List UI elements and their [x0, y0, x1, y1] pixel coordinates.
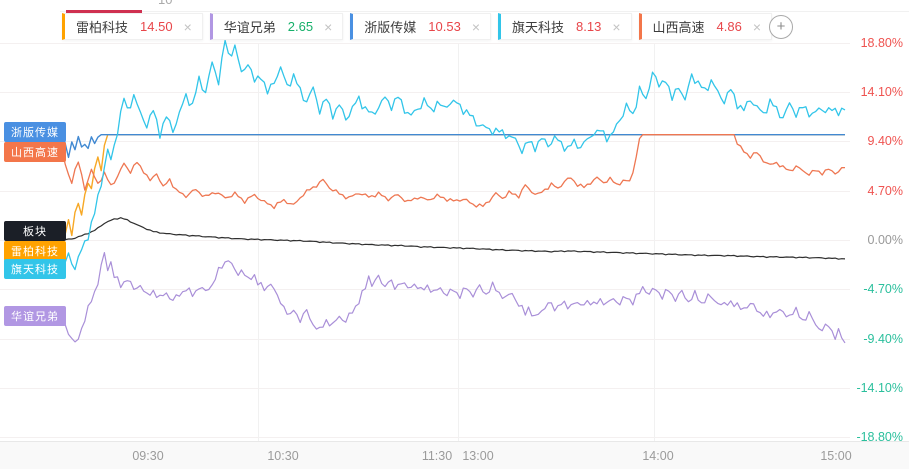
horizontal-gridline — [0, 42, 850, 44]
y-axis-label: -14.10% — [856, 380, 903, 395]
time-axis-label: 11:30 — [421, 449, 453, 463]
stock-tab-value: 14.50 — [140, 19, 173, 34]
stock-tab[interactable]: 华谊兄弟 2.65 × — [209, 13, 344, 40]
time-axis-label: 14:00 — [642, 449, 674, 463]
y-axis-label: 4.70% — [867, 183, 903, 198]
active-tab-indicator — [66, 10, 142, 13]
y-axis-label: -9.40% — [863, 331, 903, 346]
close-icon[interactable]: × — [183, 18, 192, 35]
series-line-板块 — [61, 217, 846, 260]
y-axis-label: 0.00% — [867, 233, 903, 247]
series-line-山西高速 — [61, 134, 846, 210]
series-name-badge: 华谊兄弟 — [4, 306, 66, 326]
series-line-华谊兄弟 — [61, 252, 846, 344]
cropped-text-fragment: 10 — [158, 0, 192, 7]
y-axis-label: 14.10% — [860, 85, 903, 100]
time-axis-label: 09:30 — [132, 449, 164, 463]
horizontal-gridline — [0, 92, 850, 94]
stock-tab-value: 2.65 — [287, 19, 314, 34]
horizontal-gridline — [0, 141, 850, 143]
horizontal-gridline — [0, 289, 850, 291]
stock-tab-name: 华谊兄弟 — [223, 20, 276, 35]
time-axis-label: 13:00 — [462, 449, 494, 463]
stock-tab-value: 10.53 — [428, 19, 461, 34]
stock-tab[interactable]: 浙版传媒 10.53 × — [350, 13, 492, 40]
close-icon[interactable]: × — [324, 18, 333, 35]
stock-tab[interactable]: 雷柏科技 14.50 × — [62, 13, 203, 40]
stock-tab-value: 4.86 — [716, 19, 742, 34]
horizontal-gridline — [0, 240, 850, 241]
time-axis-label: 10:30 — [267, 449, 299, 463]
tabbar-divider — [60, 11, 909, 12]
series-name-badge: 旗天科技 — [4, 259, 66, 279]
horizontal-gridline — [0, 387, 850, 389]
close-icon[interactable]: × — [612, 18, 621, 35]
series-line-旗天科技 — [61, 39, 846, 271]
vertical-gridline — [258, 44, 259, 441]
series-name-badge: 雷柏科技 — [4, 241, 66, 261]
y-axis-label: 9.40% — [867, 134, 903, 149]
y-axis-label: -4.70% — [863, 282, 903, 297]
stock-tab-name: 旗天科技 — [512, 20, 565, 35]
stock-tab[interactable]: 山西高速 4.86 × — [638, 13, 773, 40]
y-axis-label: -18.80% — [856, 430, 903, 445]
close-icon[interactable]: × — [752, 18, 762, 35]
horizontal-gridline — [0, 190, 850, 192]
horizontal-gridline — [0, 437, 850, 439]
time-axis-label: 15:00 — [820, 449, 852, 463]
series-name-badge: 山西高速 — [4, 142, 66, 162]
horizontal-gridline — [0, 338, 850, 340]
stock-tab-name: 浙版传媒 — [364, 20, 417, 35]
vertical-gridline — [654, 44, 655, 441]
stock-tab-name: 雷柏科技 — [76, 20, 129, 35]
series-line-浙版传媒 — [61, 129, 845, 159]
add-stock-button[interactable]: + — [769, 15, 793, 39]
stock-tab-name: 山西高速 — [652, 20, 705, 35]
close-icon[interactable]: × — [471, 18, 481, 35]
series-name-badge: 浙版传媒 — [4, 122, 66, 142]
vertical-gridline — [458, 44, 459, 441]
y-axis-label: 18.80% — [860, 35, 903, 50]
time-axis: 09:30 10:30 11:30 13:00 14:00 15:00 — [0, 441, 909, 469]
series-name-badge: 板块 — [4, 221, 66, 241]
tab-bar: 雷柏科技 14.50 × 华谊兄弟 2.65 × 浙版传媒 10.53 × 旗天科技 8.13 × 山西… — [62, 13, 773, 40]
stock-tab-value: 8.13 — [576, 19, 602, 34]
stock-tab[interactable]: 旗天科技 8.13 × — [498, 13, 632, 40]
